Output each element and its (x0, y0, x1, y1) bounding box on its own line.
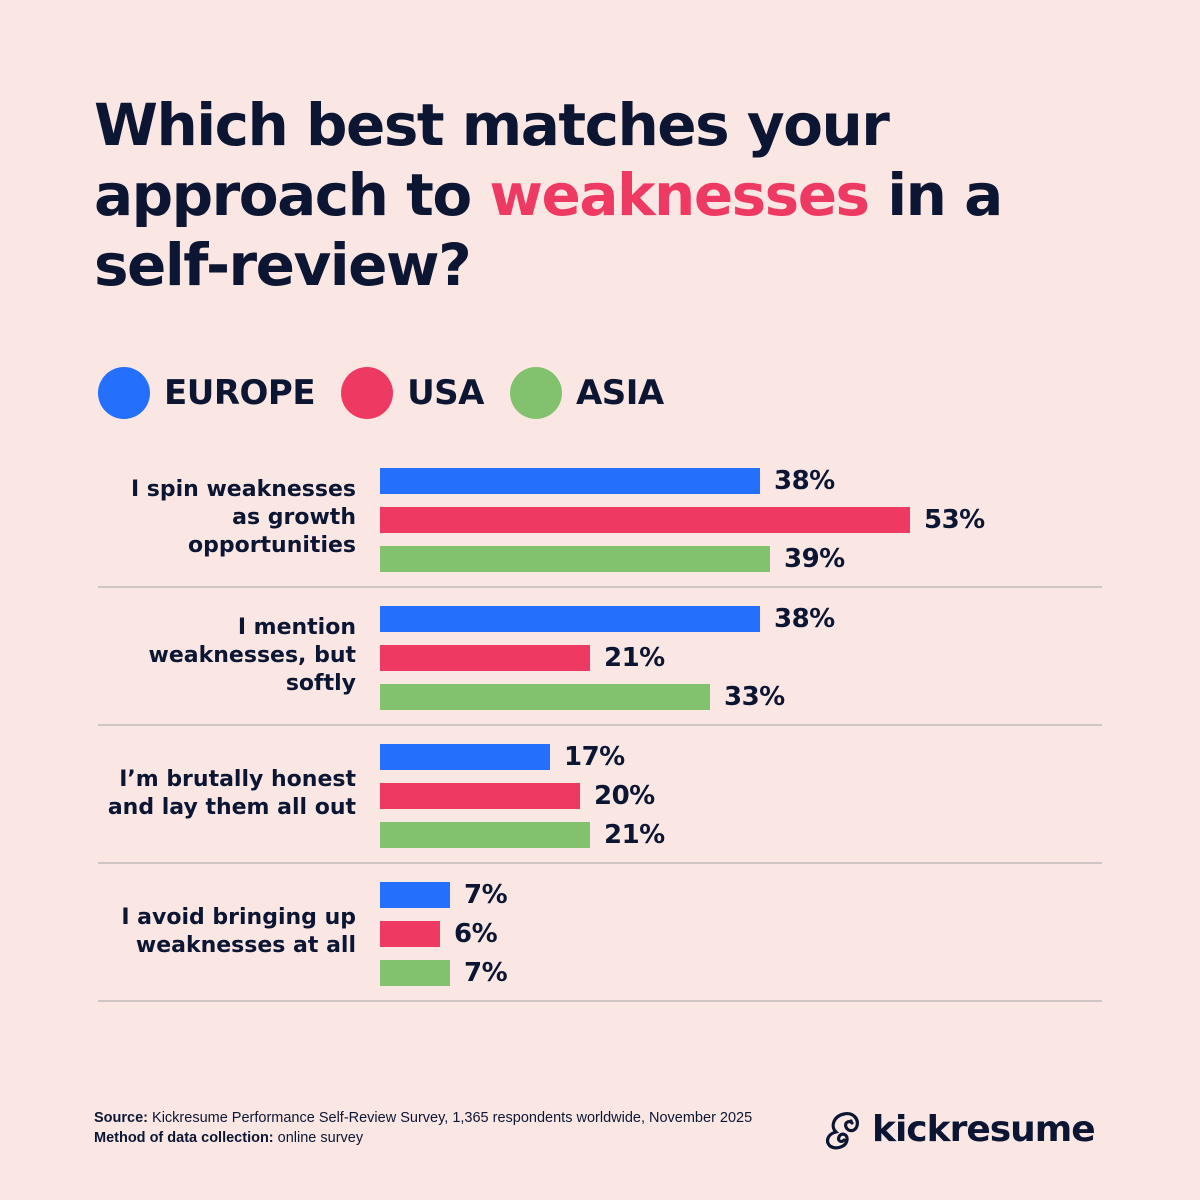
method-label: Method of data collection: (94, 1130, 274, 1146)
source-label: Source: (94, 1110, 148, 1126)
source-line: Source: Kickresume Performance Self-Revi… (94, 1108, 752, 1128)
bar-row-europe: 7% (380, 880, 508, 910)
bar (380, 960, 450, 986)
bar-row-usa: 21% (380, 643, 665, 673)
bar-row-europe: 38% (380, 466, 835, 496)
bar (380, 744, 550, 770)
bar-row-europe: 17% (380, 742, 625, 772)
chart-title: Which best matches your approach to weak… (94, 90, 1074, 300)
source-text: Kickresume Performance Self-Review Surve… (148, 1110, 753, 1126)
category-label-line: I avoid bringing up (121, 905, 356, 930)
legend-dot-icon (341, 367, 394, 419)
category-label: I spin weaknesses as growth opportunities (106, 476, 356, 560)
bar-row-asia: 7% (380, 958, 508, 988)
title-text-end: in a self-review? (94, 161, 1003, 299)
bar-row-europe: 38% (380, 604, 835, 634)
bar-value-label: 21% (604, 643, 665, 673)
chameleon-logo-icon (825, 1112, 859, 1150)
category-label: I mention weaknesses, but softly (106, 614, 356, 698)
category-label-line: weaknesses, but (148, 643, 356, 668)
bar (380, 468, 760, 494)
legend-item-asia: ASIA (509, 367, 664, 419)
bar-value-label: 21% (604, 820, 665, 850)
bar-value-label: 33% (724, 682, 785, 712)
legend-item-usa: USA (341, 367, 484, 419)
bar-value-label: 6% (454, 919, 498, 949)
category-label-line: softly (285, 671, 356, 696)
legend-label: USA (407, 373, 484, 413)
bar (380, 684, 710, 710)
bar (380, 822, 590, 848)
logo-text: kickresume (872, 1108, 1096, 1150)
legend-dot-icon (509, 367, 562, 419)
legend-item-europe: EUROPE (98, 367, 316, 419)
bar-group: I avoid bringing up weaknesses at all 7% 6%… (98, 864, 1102, 1002)
bar-group: I spin weaknesses as growth opportunities 3… (98, 450, 1102, 588)
bar-value-label: 7% (464, 958, 508, 988)
category-label-line: and lay them all out (107, 795, 356, 820)
method-text: online survey (273, 1130, 364, 1146)
method-line: Method of data collection: online survey (94, 1128, 752, 1148)
legend: EUROPE USA ASIA (98, 367, 690, 419)
legend-label: EUROPE (164, 373, 316, 413)
bar-row-asia: 33% (380, 682, 785, 712)
bar-row-asia: 21% (380, 820, 665, 850)
bar-value-label: 38% (774, 466, 835, 496)
bar-chart: I spin weaknesses as growth opportunities 3… (98, 450, 1102, 1002)
title-highlight: weaknesses (489, 161, 870, 229)
legend-dot-icon (98, 367, 150, 419)
bar (380, 606, 760, 632)
bar-value-label: 7% (464, 880, 508, 910)
bar-value-label: 39% (784, 544, 845, 574)
footer-notes: Source: Kickresume Performance Self-Revi… (94, 1108, 752, 1148)
category-label-line: weaknesses at all (135, 933, 356, 958)
bar-row-asia: 39% (380, 544, 845, 574)
bar-value-label: 17% (564, 742, 625, 772)
bar-value-label: 20% (594, 781, 655, 811)
category-label: I’m brutally honest and lay them all out (106, 766, 356, 822)
category-label-line: I mention (237, 615, 356, 640)
bar-value-label: 38% (774, 604, 835, 634)
category-label-line: as growth (232, 505, 356, 530)
bar-row-usa: 20% (380, 781, 655, 811)
bar (380, 645, 590, 671)
bar (380, 921, 440, 947)
bar-row-usa: 53% (380, 505, 985, 535)
bar (380, 546, 770, 572)
kickresume-logo: kickresume (822, 1108, 1096, 1150)
bar (380, 507, 910, 533)
bar-row-usa: 6% (380, 919, 498, 949)
legend-label: ASIA (575, 373, 664, 413)
category-label-line: I spin weaknesses (130, 477, 356, 502)
bar (380, 882, 450, 908)
bar-group: I’m brutally honest and lay them all out 1… (98, 726, 1102, 864)
title-text: Which best matches your approach to (94, 91, 890, 229)
category-label-line: opportunities (187, 533, 356, 558)
bar (380, 783, 580, 809)
bar-group: I mention weaknesses, but softly 38% 21% 33% (98, 588, 1102, 726)
category-label-line: I’m brutally honest (119, 767, 356, 792)
category-label: I avoid bringing up weaknesses at all (106, 904, 356, 960)
bar-value-label: 53% (924, 505, 985, 535)
